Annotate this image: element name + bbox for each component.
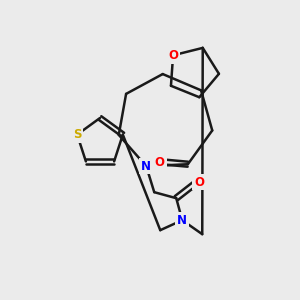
Text: S: S <box>73 128 81 141</box>
Text: O: O <box>155 156 165 169</box>
Text: N: N <box>177 214 187 227</box>
Text: O: O <box>168 49 178 62</box>
Text: N: N <box>141 160 151 173</box>
Text: O: O <box>194 176 204 189</box>
